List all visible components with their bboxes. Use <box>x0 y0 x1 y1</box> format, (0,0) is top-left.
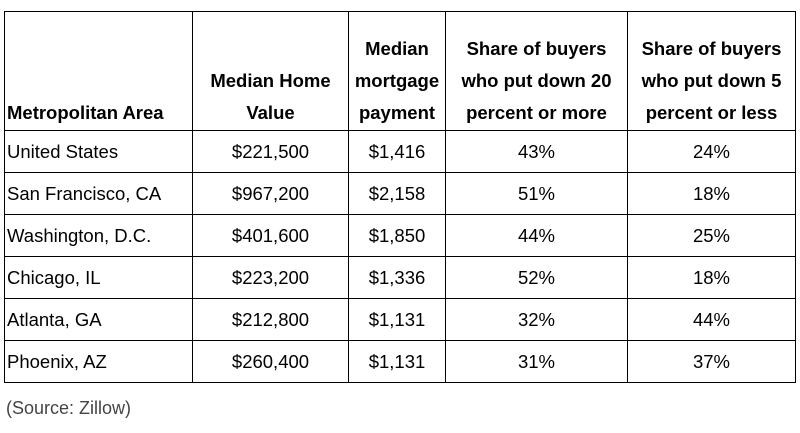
header-line: percent or more <box>466 102 607 123</box>
cell-median-mortgage-payment: $1,336 <box>348 256 446 299</box>
cell-metropolitan-area: Washington, D.C. <box>4 214 193 257</box>
source-note: (Source: Zillow) <box>6 398 132 418</box>
column-header-down-20-percent-or-more: Share of buyers who put down 20 percent … <box>445 11 628 131</box>
table-header-row: Metropolitan Area Median Home Value Medi… <box>4 11 796 131</box>
table-row: San Francisco, CA $967,200 $2,158 51% 18… <box>4 172 796 215</box>
home-value-table: Metropolitan Area Median Home Value Medi… <box>4 11 796 383</box>
header-line: who put down 20 <box>461 70 612 91</box>
header-line: Median Home <box>210 70 331 91</box>
header-line: Median <box>365 38 429 59</box>
cell-down-5-or-less: 24% <box>627 130 796 173</box>
table-row: United States $221,500 $1,416 43% 24% <box>4 130 796 173</box>
cell-metropolitan-area: United States <box>4 130 193 173</box>
cell-down-5-or-less: 18% <box>627 172 796 215</box>
cell-median-mortgage-payment: $1,131 <box>348 298 446 341</box>
cell-metropolitan-area: Phoenix, AZ <box>4 340 193 383</box>
cell-median-home-value: $260,400 <box>192 340 349 383</box>
cell-median-home-value: $401,600 <box>192 214 349 257</box>
cell-median-mortgage-payment: $1,416 <box>348 130 446 173</box>
cell-median-home-value: $221,500 <box>192 130 349 173</box>
column-header-median-home-value: Median Home Value <box>192 11 349 131</box>
header-line: Metropolitan Area <box>7 102 164 123</box>
column-header-metropolitan-area: Metropolitan Area <box>4 11 193 131</box>
header-line: percent or less <box>645 102 778 123</box>
cell-down-5-or-less: 44% <box>627 298 796 341</box>
column-header-down-5-percent-or-less: Share of buyers who put down 5 percent o… <box>627 11 796 131</box>
cell-down-5-or-less: 25% <box>627 214 796 257</box>
table-row: Chicago, IL $223,200 $1,336 52% 18% <box>4 256 796 299</box>
table-row: Atlanta, GA $212,800 $1,131 32% 44% <box>4 298 796 341</box>
header-line: payment <box>358 102 436 123</box>
cell-down-5-or-less: 37% <box>627 340 796 383</box>
table-row: Washington, D.C. $401,600 $1,850 44% 25% <box>4 214 796 257</box>
header-line: Share of buyers <box>466 38 607 59</box>
header-line: mortgage <box>354 70 440 91</box>
cell-median-home-value: $223,200 <box>192 256 349 299</box>
cell-metropolitan-area: Chicago, IL <box>4 256 193 299</box>
cell-metropolitan-area: Atlanta, GA <box>4 298 193 341</box>
cell-median-home-value: $212,800 <box>192 298 349 341</box>
cell-down-5-or-less: 18% <box>627 256 796 299</box>
cell-down-20-or-more: 44% <box>445 214 628 257</box>
cell-median-mortgage-payment: $1,131 <box>348 340 446 383</box>
cell-median-mortgage-payment: $1,850 <box>348 214 446 257</box>
column-header-median-mortgage-payment: Median mortgage payment <box>348 11 446 131</box>
cell-median-home-value: $967,200 <box>192 172 349 215</box>
cell-down-20-or-more: 31% <box>445 340 628 383</box>
header-line: Value <box>246 102 295 123</box>
cell-down-20-or-more: 43% <box>445 130 628 173</box>
cell-metropolitan-area: San Francisco, CA <box>4 172 193 215</box>
cell-down-20-or-more: 52% <box>445 256 628 299</box>
cell-down-20-or-more: 51% <box>445 172 628 215</box>
header-line: who put down 5 <box>641 70 782 91</box>
cell-down-20-or-more: 32% <box>445 298 628 341</box>
header-line: Share of buyers <box>641 38 782 59</box>
table-row: Phoenix, AZ $260,400 $1,131 31% 37% <box>4 340 796 383</box>
cell-median-mortgage-payment: $2,158 <box>348 172 446 215</box>
